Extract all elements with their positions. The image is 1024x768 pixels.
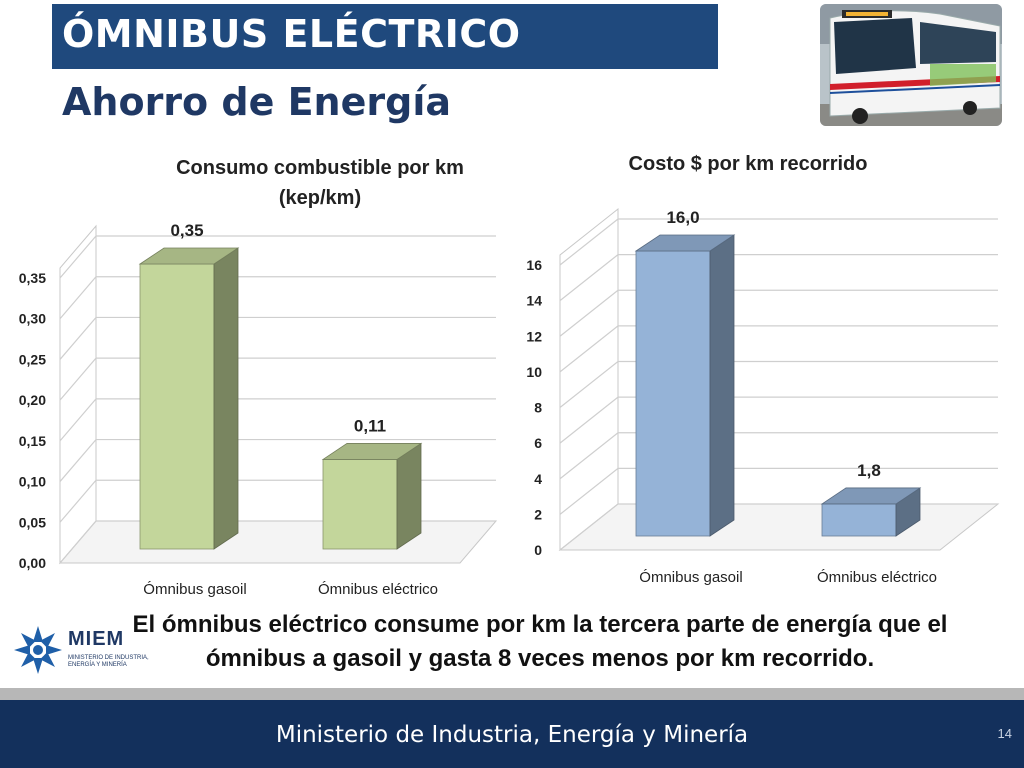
chart-1-ytick-label: 0,05 [19, 514, 46, 530]
chart-2-ytick-label: 16 [526, 257, 542, 273]
chart-1-gridline [59, 276, 496, 320]
footer-stripe [0, 688, 1024, 700]
slide-title: ÓMNIBUS ELÉCTRICO [62, 12, 521, 56]
miem-star-logo-icon [14, 626, 62, 674]
miem-logo: MIEM Ministerio de Industria, Energía y … [12, 624, 152, 680]
chart-1-gridline [59, 479, 496, 523]
chart-2-side-wall [559, 207, 619, 552]
chart-2-ytick-label: 6 [534, 435, 542, 451]
slide-subtitle: Ahorro de Energía [62, 80, 451, 124]
chart-1-gridline [59, 438, 496, 482]
chart-2-ytick-label: 14 [526, 293, 542, 309]
chart-1-ytick-label: 0,10 [19, 474, 46, 490]
conclusion-line-1: El ómnibus eléctrico consume por km la t… [132, 611, 948, 638]
chart-1-bar-side [213, 247, 239, 550]
title-band [52, 4, 718, 69]
chart-1-ytick-label: 0,25 [19, 351, 46, 367]
chart-1-data-label: 0,35 [170, 221, 203, 240]
chart-1-category-label: Ómnibus gasoil [143, 581, 246, 598]
conclusion-text: El ómnibus eléctrico consume por km la t… [100, 608, 980, 676]
chart-1-category-label: Ómnibus eléctrico [318, 581, 438, 598]
bus-photo-icon [820, 4, 1002, 126]
charts-area: Consumo combustible por km (kep/km) 0,00 0,… [19, 153, 1000, 598]
chart-1-ytick-label: 0,30 [19, 311, 46, 327]
chart-1-gridline [59, 235, 496, 279]
chart-2-bar-side [709, 234, 735, 537]
chart-1-bar-side [396, 442, 422, 550]
chart-2-bar-top [634, 234, 736, 252]
chart-2-ytick-label: 8 [534, 400, 542, 416]
chart-1-ytick-label: 0,15 [19, 433, 46, 449]
chart-1-gridline [59, 357, 496, 401]
chart-2-bar-top [820, 487, 922, 505]
logo-subtitle: Ministerio de Industria, Energía y Miner… [68, 655, 149, 668]
logo-name: MIEM [68, 628, 125, 650]
chart-2-ytick-label: 0 [534, 542, 542, 558]
chart-1-gridline [59, 398, 496, 442]
chart-1-bar-front [139, 263, 215, 550]
chart-2-ytick-label: 2 [534, 506, 542, 522]
chart-2-category-label: Ómnibus gasoil [639, 569, 742, 586]
chart-2-ytick-label: 4 [534, 471, 542, 487]
chart-1-ytick-label: 0,20 [19, 392, 46, 408]
chart-1-title: Consumo combustible por km [176, 157, 464, 179]
chart-2-category-label: Ómnibus eléctrico [817, 569, 937, 586]
chart-2-title: Costo $ por km recorrido [629, 153, 868, 175]
chart-1-ytick-label: 0,35 [19, 270, 46, 286]
chart-2-gridline [559, 360, 998, 408]
chart-1-bar-front [322, 459, 398, 550]
conclusion-line-2: ómnibus a gasoil y gasta 8 veces menos p… [205, 645, 875, 672]
chart-2-bar-front [635, 250, 711, 537]
chart-2-floor [558, 503, 1000, 551]
chart-2-ytick-label: 12 [526, 328, 542, 344]
chart-2-gridline [559, 218, 998, 266]
chart-1-floor [58, 520, 498, 564]
chart-1-gridline [59, 316, 496, 360]
chart-2-gridline [559, 396, 998, 444]
footer-text: Ministerio de Industria, Energía y Miner… [275, 722, 749, 748]
chart-2-gridline [559, 432, 998, 480]
chart-2-bar-front [821, 503, 897, 537]
footer-band: Ministerio de Industria, Energía y Miner… [0, 700, 1024, 768]
chart-1-title-unit: (kep/km) [279, 187, 361, 209]
chart-2-gridline [559, 254, 998, 302]
chart-2-data-label: 1,8 [857, 461, 881, 480]
chart-2-gridline [559, 289, 998, 337]
chart-1-bar-top [321, 443, 423, 460]
chart-2-data-label: 16,0 [666, 208, 699, 227]
chart-1-bar-top [138, 247, 240, 265]
chart-1-data-label: 0,11 [354, 416, 386, 435]
chart-2-ytick-label: 10 [526, 364, 542, 380]
chart-2-gridline [559, 325, 998, 373]
chart-2-gridline [559, 467, 998, 515]
chart-1-ytick-label: 0,00 [19, 555, 46, 571]
page-number: 14 [997, 726, 1012, 741]
